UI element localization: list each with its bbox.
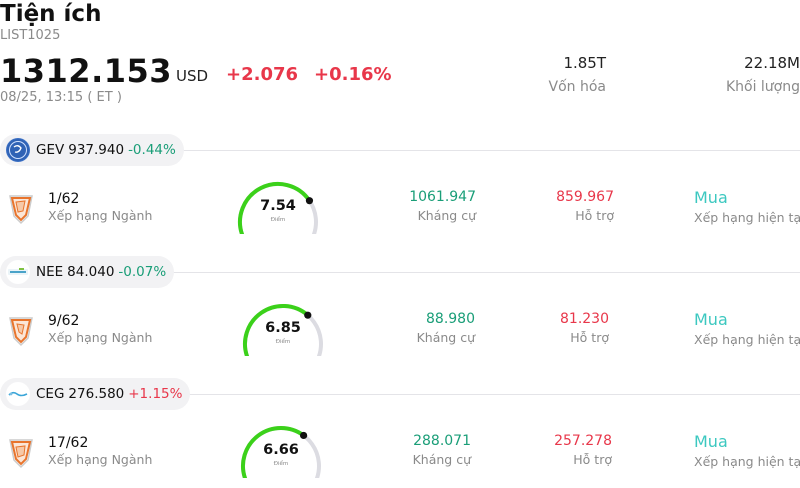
industry-rank: 1/62 bbox=[48, 191, 80, 207]
stock-price: 937.940 bbox=[68, 142, 125, 158]
price-change-percent: +0.16% bbox=[314, 64, 392, 85]
stock-chip-ceg[interactable]: CEG 276.580 +1.15% bbox=[0, 378, 191, 410]
ge-logo-icon bbox=[6, 138, 30, 162]
resistance-value: 288.071 bbox=[413, 433, 471, 449]
nextera-logo-icon bbox=[6, 260, 30, 284]
resistance-label: Kháng cự bbox=[417, 208, 476, 223]
support-value: 859.967 bbox=[556, 189, 614, 205]
resistance-level: 288.071 Kháng cự bbox=[391, 432, 471, 468]
currency-label: USD bbox=[176, 67, 209, 85]
current-rating: Mua Xếp hạng hiện tại bbox=[694, 188, 800, 226]
industry-rank-icon bbox=[6, 314, 36, 348]
resistance-level: 88.980 Kháng cự bbox=[395, 310, 475, 346]
gauge-knob bbox=[304, 311, 312, 319]
gauge-knob bbox=[300, 431, 308, 440]
industry-rank-label: Xếp hạng Ngành bbox=[48, 208, 153, 223]
market-cap-value: 1.85T bbox=[563, 54, 606, 72]
stock-row-gev[interactable]: 1/62 Xếp hạng Ngành 7.54 Điểm 1061.947 K… bbox=[0, 180, 800, 256]
volume-stat: 22.18M Khối lượng bbox=[700, 53, 800, 97]
current-rating: Mua Xếp hạng hiện tại bbox=[694, 432, 800, 470]
resistance-label: Kháng cự bbox=[412, 452, 471, 467]
index-code: LIST1025 bbox=[0, 28, 61, 43]
gauge-knob bbox=[305, 197, 314, 205]
stock-symbol: GEV bbox=[36, 142, 65, 158]
rating-label: Xếp hạng hiện tại bbox=[694, 332, 800, 347]
industry-rank-label: Xếp hạng Ngành bbox=[48, 330, 153, 345]
score-gauge: 6.66 Điểm bbox=[233, 424, 329, 481]
score-gauge-arc bbox=[243, 304, 323, 359]
quote-time: 08/25, 13:15 ( ET ) bbox=[0, 90, 122, 105]
volume-label: Khối lượng bbox=[725, 79, 800, 95]
score-gauge-arc bbox=[238, 182, 318, 237]
price-change: +2.076 bbox=[226, 64, 299, 85]
resistance-label: Kháng cự bbox=[416, 330, 475, 345]
score-label: Điểm bbox=[275, 339, 291, 345]
industry-rank-label: Xếp hạng Ngành bbox=[48, 452, 153, 467]
resistance-level: 1061.947 Kháng cự bbox=[396, 188, 476, 224]
stock-symbol: CEG bbox=[36, 386, 65, 402]
divider bbox=[0, 272, 800, 273]
score-value: 7.54 bbox=[260, 198, 296, 214]
score-value: 6.66 bbox=[263, 442, 299, 458]
rating-label: Xếp hạng hiện tại bbox=[694, 210, 800, 225]
score-label: Điểm bbox=[270, 217, 286, 223]
stock-change: +1.15% bbox=[128, 386, 183, 402]
support-label: Hỗ trợ bbox=[575, 208, 614, 223]
stock-row-nee[interactable]: 9/62 Xếp hạng Ngành 6.85 Điểm 88.980 Khá… bbox=[0, 302, 800, 378]
stock-change: -0.07% bbox=[118, 264, 167, 280]
rating-label: Xếp hạng hiện tại bbox=[694, 454, 800, 469]
market-cap-stat: 1.85T Vốn hóa bbox=[520, 53, 606, 97]
index-price: 1312.153 bbox=[0, 52, 173, 90]
constellation-logo-icon bbox=[6, 382, 30, 406]
support-value: 81.230 bbox=[560, 311, 609, 327]
volume-value: 22.18M bbox=[744, 54, 800, 72]
score-value: 6.85 bbox=[265, 320, 301, 336]
industry-rank: 9/62 bbox=[48, 313, 80, 329]
score-gauge: 7.54 Điểm bbox=[230, 180, 326, 237]
stock-symbol: NEE bbox=[36, 264, 64, 280]
rating-value: Mua bbox=[694, 310, 728, 329]
rating-value: Mua bbox=[694, 188, 728, 207]
divider bbox=[0, 150, 800, 151]
score-label: Điểm bbox=[273, 461, 289, 467]
stock-row-ceg[interactable]: 17/62 Xếp hạng Ngành 6.66 Điểm 288.071 K… bbox=[0, 424, 800, 488]
support-label: Hỗ trợ bbox=[573, 452, 612, 467]
resistance-value: 1061.947 bbox=[409, 189, 476, 205]
divider bbox=[0, 394, 800, 395]
current-rating: Mua Xếp hạng hiện tại bbox=[694, 310, 800, 348]
index-title: Tiện ích bbox=[0, 1, 102, 27]
rating-value: Mua bbox=[694, 432, 728, 451]
industry-rank-icon bbox=[6, 436, 36, 470]
resistance-value: 88.980 bbox=[426, 311, 475, 327]
stock-price: 84.040 bbox=[67, 264, 115, 280]
market-cap-label: Vốn hóa bbox=[548, 79, 606, 95]
support-level: 859.967 Hỗ trợ bbox=[534, 188, 614, 224]
stock-chip-nee[interactable]: NEE 84.040 -0.07% bbox=[0, 256, 175, 288]
support-label: Hỗ trợ bbox=[570, 330, 609, 345]
stock-change: -0.44% bbox=[128, 142, 176, 158]
support-value: 257.278 bbox=[554, 433, 612, 449]
score-gauge: 6.85 Điểm bbox=[235, 302, 331, 359]
score-gauge-arc bbox=[241, 426, 321, 481]
support-level: 257.278 Hỗ trợ bbox=[532, 432, 612, 468]
stock-chip-gev[interactable]: GEV 937.940 -0.44% bbox=[0, 134, 184, 166]
industry-rank: 17/62 bbox=[48, 435, 89, 451]
industry-rank-icon bbox=[6, 192, 36, 226]
support-level: 81.230 Hỗ trợ bbox=[529, 310, 609, 346]
stock-price: 276.580 bbox=[68, 386, 125, 402]
